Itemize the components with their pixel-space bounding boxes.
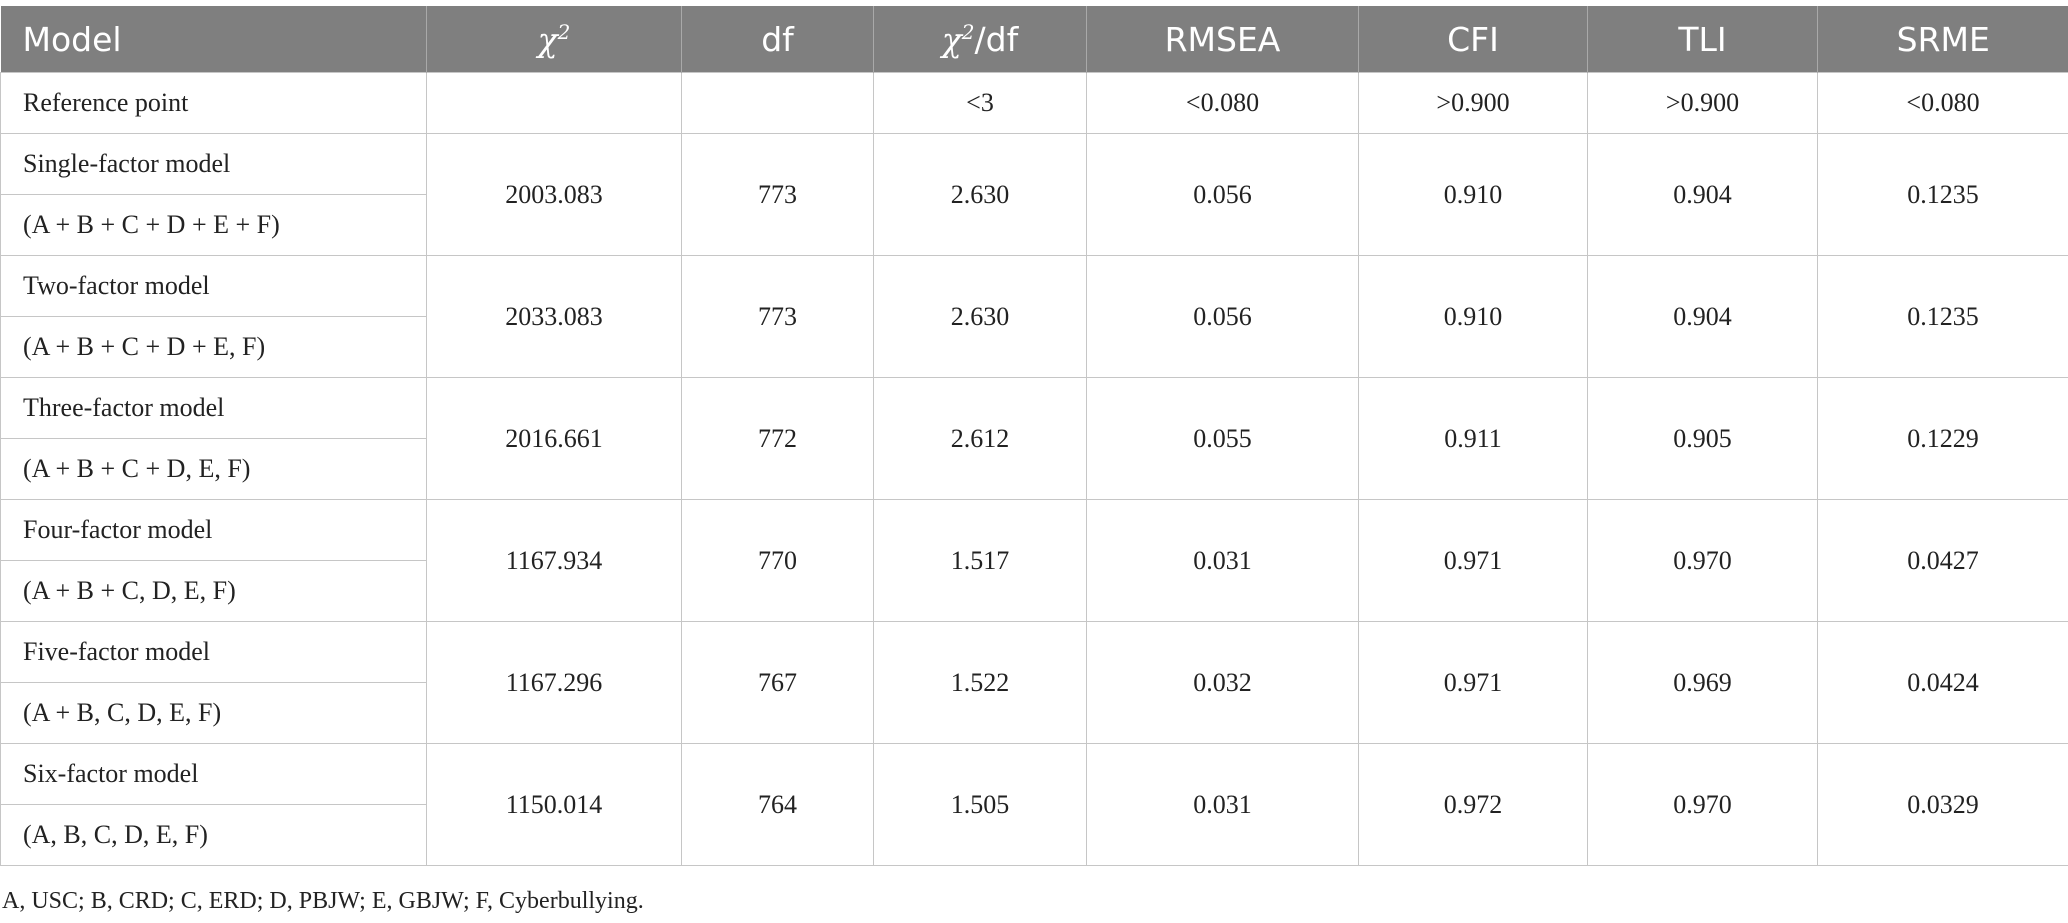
model-df: 764 — [681, 743, 874, 866]
model-srme: 0.1235 — [1817, 255, 2068, 378]
reference-chi2 — [426, 72, 682, 134]
model-name: Six-factor model — [0, 743, 427, 805]
table-body: Reference point <3 <0.080 >0.900 >0.900 … — [0, 72, 2068, 866]
chi-superscript: 2 — [557, 19, 571, 44]
model-ratio: 2.630 — [873, 255, 1087, 378]
model-cfi: 0.971 — [1358, 621, 1588, 744]
model-cfi: 0.910 — [1358, 133, 1588, 256]
table-header: Model χ2 df χ2/df RMSEA CFI TLI SRME — [0, 6, 2068, 73]
header-cfi: CFI — [1358, 6, 1588, 73]
model-row-name: Five-factor model 1167.296 767 1.522 0.0… — [0, 621, 2068, 744]
model-fit-table: Model χ2 df χ2/df RMSEA CFI TLI SRME Ref… — [0, 6, 2068, 866]
header-tli: TLI — [1587, 6, 1818, 73]
model-cfi: 0.971 — [1358, 499, 1588, 622]
model-name: Five-factor model — [0, 621, 427, 683]
header-srme: SRME — [1817, 6, 2068, 73]
model-row-structure: (A + B + C + D + E, F) — [0, 316, 2068, 378]
ratio-chi-superscript: 2 — [961, 19, 975, 44]
model-structure: (A + B, C, D, E, F) — [0, 682, 427, 744]
model-rmsea: 0.056 — [1086, 133, 1359, 256]
header-chi-square: χ2 — [426, 6, 682, 73]
model-name: Single-factor model — [0, 133, 427, 195]
header-rmsea: RMSEA — [1086, 6, 1359, 73]
model-srme: 0.0427 — [1817, 499, 2068, 622]
model-srme: 0.0329 — [1817, 743, 2068, 866]
model-cfi: 0.910 — [1358, 255, 1588, 378]
model-srme: 0.1229 — [1817, 377, 2068, 500]
model-chi2: 1167.934 — [426, 499, 682, 622]
model-ratio: 1.517 — [873, 499, 1087, 622]
model-structure: (A + B + C + D + E, F) — [0, 316, 427, 378]
model-name: Three-factor model — [0, 377, 427, 439]
model-row-name: Two-factor model 2033.083 773 2.630 0.05… — [0, 255, 2068, 378]
model-ratio: 2.612 — [873, 377, 1087, 500]
header-df: df — [681, 6, 874, 73]
reference-srme: <0.080 — [1817, 72, 2068, 134]
model-chi2: 1167.296 — [426, 621, 682, 744]
model-rmsea: 0.055 — [1086, 377, 1359, 500]
model-name: Two-factor model — [0, 255, 427, 317]
reference-row: Reference point <3 <0.080 >0.900 >0.900 … — [0, 72, 2068, 134]
model-df: 773 — [681, 255, 874, 378]
reference-label: Reference point — [0, 72, 427, 134]
model-srme: 0.1235 — [1817, 133, 2068, 256]
model-tli: 0.905 — [1587, 377, 1818, 500]
model-df: 770 — [681, 499, 874, 622]
model-row-name: Four-factor model 1167.934 770 1.517 0.0… — [0, 499, 2068, 622]
model-row-name: Single-factor model 2003.083 773 2.630 0… — [0, 133, 2068, 256]
model-ratio: 1.505 — [873, 743, 1087, 866]
model-srme: 0.0424 — [1817, 621, 2068, 744]
reference-rmsea: <0.080 — [1086, 72, 1359, 134]
reference-cfi: >0.900 — [1358, 72, 1588, 134]
model-structure: (A + B + C, D, E, F) — [0, 560, 427, 622]
model-cfi: 0.972 — [1358, 743, 1588, 866]
model-tli: 0.969 — [1587, 621, 1818, 744]
reference-ratio: <3 — [873, 72, 1087, 134]
model-tli: 0.904 — [1587, 133, 1818, 256]
model-df: 773 — [681, 133, 874, 256]
ratio-chi-symbol: χ — [941, 19, 962, 59]
table-footnote: A, USC; B, CRD; C, ERD; D, PBJW; E, GBJW… — [2, 888, 644, 914]
model-row-structure: (A + B + C + D + E + F) — [0, 194, 2068, 256]
header-row: Model χ2 df χ2/df RMSEA CFI TLI SRME — [0, 6, 2068, 73]
model-name: Four-factor model — [0, 499, 427, 561]
model-tli: 0.904 — [1587, 255, 1818, 378]
model-row-name: Six-factor model 1150.014 764 1.505 0.03… — [0, 743, 2068, 866]
header-chi-square-ratio: χ2/df — [873, 6, 1087, 73]
model-rmsea: 0.031 — [1086, 743, 1359, 866]
model-row-name: Three-factor model 2016.661 772 2.612 0.… — [0, 377, 2068, 500]
model-ratio: 1.522 — [873, 621, 1087, 744]
model-structure: (A + B + C + D + E + F) — [0, 194, 427, 256]
reference-tli: >0.900 — [1587, 72, 1818, 134]
model-row-structure: (A, B, C, D, E, F) — [0, 804, 2068, 866]
model-chi2: 1150.014 — [426, 743, 682, 866]
model-structure: (A + B + C + D, E, F) — [0, 438, 427, 500]
model-df: 772 — [681, 377, 874, 500]
model-chi2: 2033.083 — [426, 255, 682, 378]
ratio-suffix: /df — [974, 19, 1019, 59]
model-chi2: 2016.661 — [426, 377, 682, 500]
header-model: Model — [0, 6, 427, 73]
model-structure: (A, B, C, D, E, F) — [0, 804, 427, 866]
model-cfi: 0.911 — [1358, 377, 1588, 500]
model-tli: 0.970 — [1587, 499, 1818, 622]
reference-df — [681, 72, 874, 134]
model-df: 767 — [681, 621, 874, 744]
model-tli: 0.970 — [1587, 743, 1818, 866]
chi-symbol: χ — [537, 19, 558, 59]
model-rmsea: 0.031 — [1086, 499, 1359, 622]
model-ratio: 2.630 — [873, 133, 1087, 256]
model-chi2: 2003.083 — [426, 133, 682, 256]
model-row-structure: (A + B + C + D, E, F) — [0, 438, 2068, 500]
model-rmsea: 0.032 — [1086, 621, 1359, 744]
model-rmsea: 0.056 — [1086, 255, 1359, 378]
